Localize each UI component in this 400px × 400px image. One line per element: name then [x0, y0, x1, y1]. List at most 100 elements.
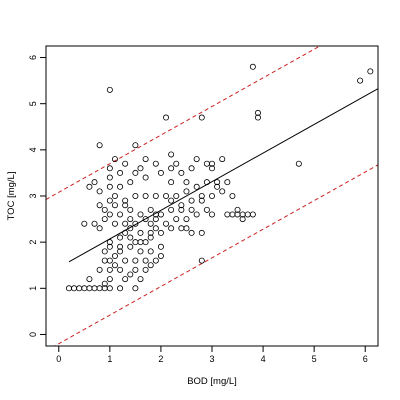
data-point [203, 160, 210, 167]
data-point [142, 257, 149, 264]
y-tick-label: 6 [28, 55, 38, 60]
data-point [117, 211, 124, 218]
data-point [183, 179, 190, 186]
data-point [147, 262, 154, 269]
data-point [219, 156, 226, 163]
data-point [168, 151, 175, 158]
y-tick-label: 0 [28, 332, 38, 337]
data-point [173, 216, 180, 223]
data-point [244, 211, 251, 218]
data-point [203, 179, 210, 186]
data-point [101, 216, 108, 223]
data-point [86, 183, 93, 190]
y-tick-label: 4 [28, 147, 38, 152]
data-point [137, 248, 144, 255]
data-point [132, 192, 139, 199]
data-point [254, 114, 261, 121]
data-point [178, 202, 185, 209]
data-point [127, 216, 134, 223]
data-point [214, 183, 221, 190]
data-point [122, 229, 129, 236]
data-point [91, 285, 98, 292]
data-point [106, 174, 113, 181]
data-point [178, 206, 185, 213]
data-point [183, 188, 190, 195]
data-point [132, 169, 139, 176]
data-point [142, 216, 149, 223]
data-point [357, 77, 364, 84]
plot-area [46, 46, 378, 346]
data-point [111, 220, 118, 227]
data-point [117, 248, 124, 255]
data-point [142, 156, 149, 163]
data-point [117, 169, 124, 176]
data-point [101, 248, 108, 255]
data-point [234, 206, 241, 213]
y-tick-label: 2 [28, 240, 38, 245]
data-point [106, 197, 113, 204]
data-point [65, 285, 72, 292]
plot-frame [45, 45, 379, 347]
data-point [193, 183, 200, 190]
data-point [249, 63, 256, 70]
data-point [168, 206, 175, 213]
data-point [132, 285, 139, 292]
data-point [122, 276, 129, 283]
data-point [101, 257, 108, 264]
data-point [198, 114, 205, 121]
axes: 0 1 2 3 4 5 6 0 1 2 3 4 5 6 [28, 45, 379, 364]
data-point [91, 179, 98, 186]
data-point [198, 192, 205, 199]
data-point [208, 165, 215, 172]
line-group [46, 46, 378, 346]
data-point [188, 165, 195, 172]
data-point [96, 285, 103, 292]
data-point [111, 252, 118, 259]
data-point [122, 202, 129, 209]
y-axis-title: TOC [mg/L] [6, 172, 17, 221]
data-point [111, 202, 118, 209]
x-tick-label: 0 [56, 354, 61, 364]
data-point [111, 156, 118, 163]
data-point [173, 192, 180, 199]
data-point [86, 285, 93, 292]
data-point [142, 192, 149, 199]
x-tick-label: 2 [158, 354, 163, 364]
data-point [106, 285, 113, 292]
data-point [152, 216, 159, 223]
data-point [178, 225, 185, 232]
data-point [106, 266, 113, 273]
data-point [157, 252, 164, 259]
lower-prediction-line [53, 164, 378, 346]
data-point [106, 276, 113, 283]
data-point [173, 160, 180, 167]
data-point [117, 266, 124, 273]
data-point [157, 211, 164, 218]
data-point [127, 243, 134, 250]
data-point [137, 165, 144, 172]
data-point [229, 211, 236, 218]
data-point [208, 160, 215, 167]
x-tick-label: 6 [363, 354, 368, 364]
data-point [208, 192, 215, 199]
data-point [168, 197, 175, 204]
data-point [147, 248, 154, 255]
data-point [295, 160, 302, 167]
data-point [132, 142, 139, 149]
data-point [147, 229, 154, 236]
data-point [132, 257, 139, 264]
data-point [132, 266, 139, 273]
data-point [163, 114, 170, 121]
data-point [96, 188, 103, 195]
data-point [137, 239, 144, 246]
data-point [142, 239, 149, 246]
data-point [132, 239, 139, 246]
data-point [76, 285, 83, 292]
data-point [117, 243, 124, 250]
data-point [152, 192, 159, 199]
data-point [96, 202, 103, 209]
data-point [183, 216, 190, 223]
data-point [106, 165, 113, 172]
data-point [122, 160, 129, 167]
data-point [142, 174, 149, 181]
